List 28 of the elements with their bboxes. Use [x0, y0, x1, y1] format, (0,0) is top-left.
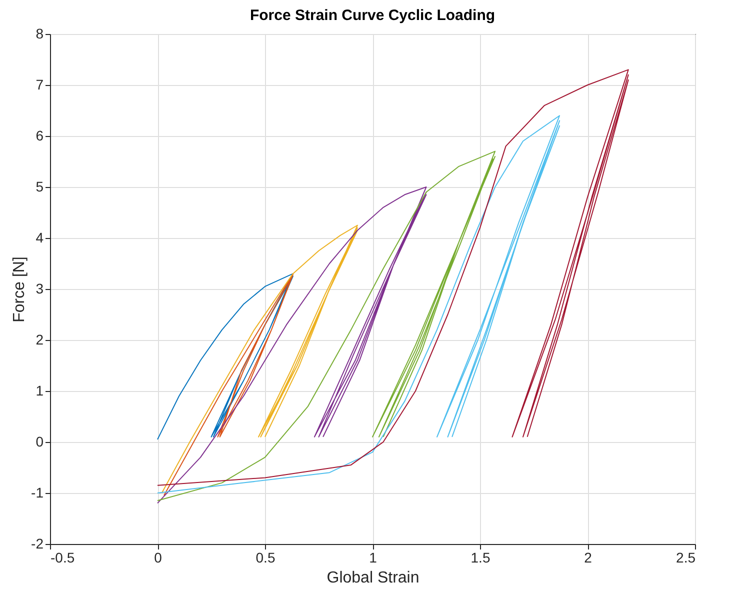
line-series: [157, 69, 629, 486]
x-tick-label: 0: [154, 550, 162, 566]
y-tick-label: 3: [36, 280, 44, 296]
y-tick-label: -2: [31, 536, 44, 552]
x-tick-label: 1.5: [470, 550, 490, 566]
y-tick-label: -1: [31, 484, 44, 500]
y-tick-label: 6: [36, 128, 44, 144]
y-tick-label: 0: [36, 434, 44, 450]
line-series: [157, 150, 496, 502]
y-axis-title: Force [N]: [11, 256, 28, 322]
x-tick-label: 2: [584, 550, 592, 566]
x-tick-label: 1: [369, 550, 378, 566]
y-tick-label: 7: [36, 76, 44, 92]
x-tick-label: 2.5: [676, 550, 696, 566]
y-tick-label: 5: [36, 178, 44, 194]
line-series: [157, 186, 427, 504]
y-tick-label: 4: [36, 230, 44, 246]
chart-title: Force Strain Curve Cyclic Loading: [250, 7, 496, 24]
x-tick-label: -0.5: [50, 550, 75, 566]
x-tick-label: 0.5: [256, 550, 276, 566]
x-axis-title: Global Strain: [326, 570, 420, 586]
line-series: [163, 273, 294, 496]
y-tick-label: 8: [36, 26, 44, 42]
line-series: [157, 115, 560, 494]
y-tick-label: 1: [36, 382, 44, 398]
y-tick-label: 2: [36, 332, 44, 348]
line-series: [161, 224, 358, 494]
line-series: [157, 273, 294, 440]
